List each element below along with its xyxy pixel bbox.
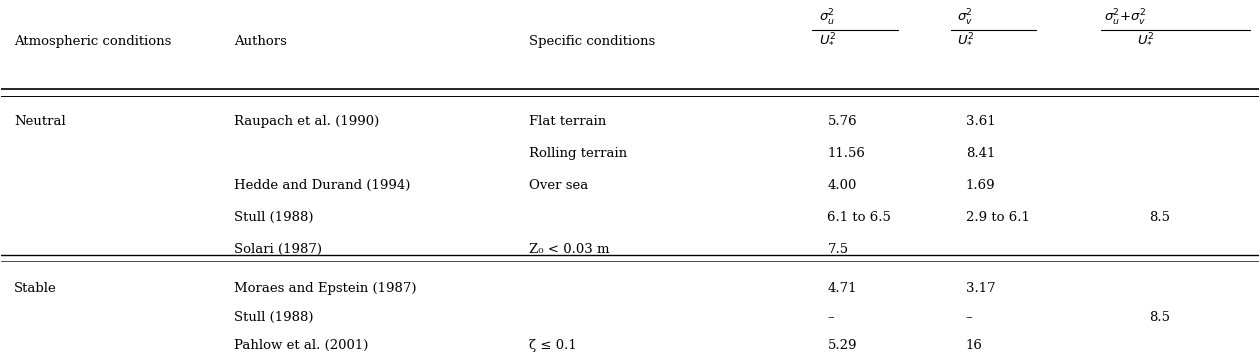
Text: Stull (1988): Stull (1988) bbox=[234, 311, 314, 324]
Text: 5.76: 5.76 bbox=[828, 115, 857, 128]
Text: Authors: Authors bbox=[234, 35, 287, 48]
Text: 8.5: 8.5 bbox=[1149, 311, 1171, 324]
Text: $U_{*}^{2}$: $U_{*}^{2}$ bbox=[1137, 32, 1154, 46]
Text: Over sea: Over sea bbox=[529, 179, 588, 192]
Text: Raupach et al. (1990): Raupach et al. (1990) bbox=[234, 115, 379, 128]
Text: 8.41: 8.41 bbox=[965, 147, 995, 160]
Text: 7.5: 7.5 bbox=[828, 243, 848, 256]
Text: Flat terrain: Flat terrain bbox=[529, 115, 606, 128]
Text: $\sigma_{u}^{2}{+}\sigma_{v}^{2}$: $\sigma_{u}^{2}{+}\sigma_{v}^{2}$ bbox=[1104, 8, 1147, 28]
Text: Moraes and Epstein (1987): Moraes and Epstein (1987) bbox=[234, 282, 417, 295]
Text: Stable: Stable bbox=[14, 282, 57, 295]
Text: 3.17: 3.17 bbox=[965, 282, 995, 295]
Text: Z₀ < 0.03 m: Z₀ < 0.03 m bbox=[529, 243, 610, 256]
Text: Hedde and Durand (1994): Hedde and Durand (1994) bbox=[234, 179, 411, 192]
Text: $U_{*}^{2}$: $U_{*}^{2}$ bbox=[819, 32, 837, 46]
Text: $\sigma_{v}^{2}$: $\sigma_{v}^{2}$ bbox=[956, 8, 973, 28]
Text: Rolling terrain: Rolling terrain bbox=[529, 147, 627, 160]
Text: –: – bbox=[965, 311, 973, 324]
Text: Neutral: Neutral bbox=[14, 115, 66, 128]
Text: ζ ≤ 0.1: ζ ≤ 0.1 bbox=[529, 339, 577, 352]
Text: 4.71: 4.71 bbox=[828, 282, 857, 295]
Text: –: – bbox=[828, 311, 834, 324]
Text: 16: 16 bbox=[965, 339, 983, 352]
Text: 11.56: 11.56 bbox=[828, 147, 866, 160]
Text: Solari (1987): Solari (1987) bbox=[234, 243, 323, 256]
Text: 4.00: 4.00 bbox=[828, 179, 857, 192]
Text: 8.5: 8.5 bbox=[1149, 211, 1171, 224]
Text: 2.9 to 6.1: 2.9 to 6.1 bbox=[965, 211, 1029, 224]
Text: Specific conditions: Specific conditions bbox=[529, 35, 655, 48]
Text: 6.1 to 6.5: 6.1 to 6.5 bbox=[828, 211, 891, 224]
Text: $U_{*}^{2}$: $U_{*}^{2}$ bbox=[956, 32, 974, 46]
Text: Pahlow et al. (2001): Pahlow et al. (2001) bbox=[234, 339, 368, 352]
Text: 1.69: 1.69 bbox=[965, 179, 995, 192]
Text: $\sigma_{u}^{2}$: $\sigma_{u}^{2}$ bbox=[819, 8, 834, 28]
Text: 5.29: 5.29 bbox=[828, 339, 857, 352]
Text: 3.61: 3.61 bbox=[965, 115, 995, 128]
Text: Atmospheric conditions: Atmospheric conditions bbox=[14, 35, 171, 48]
Text: Stull (1988): Stull (1988) bbox=[234, 211, 314, 224]
